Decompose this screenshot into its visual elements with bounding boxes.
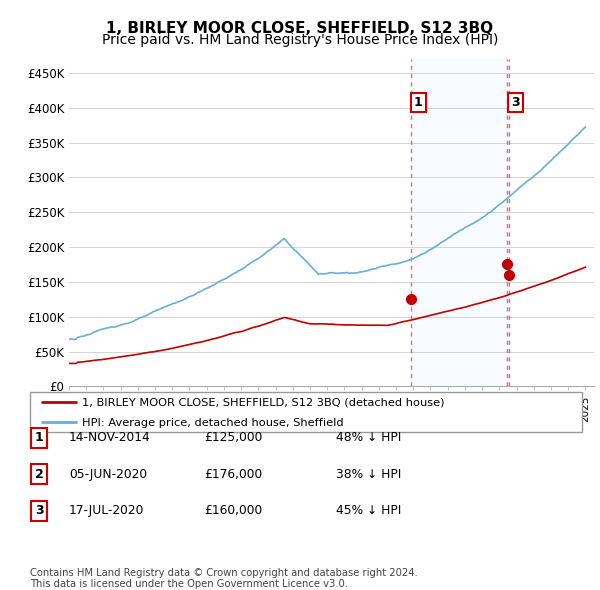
Text: £176,000: £176,000 (204, 468, 262, 481)
Text: 2: 2 (35, 468, 43, 481)
Text: 14-NOV-2014: 14-NOV-2014 (69, 431, 151, 444)
Text: 17-JUL-2020: 17-JUL-2020 (69, 504, 145, 517)
Text: 1, BIRLEY MOOR CLOSE, SHEFFIELD, S12 3BQ (detached house): 1, BIRLEY MOOR CLOSE, SHEFFIELD, S12 3BQ… (82, 398, 445, 408)
Text: 1: 1 (35, 431, 43, 444)
Text: 45% ↓ HPI: 45% ↓ HPI (336, 504, 401, 517)
Text: Contains HM Land Registry data © Crown copyright and database right 2024.
This d: Contains HM Land Registry data © Crown c… (30, 568, 418, 589)
FancyBboxPatch shape (30, 392, 582, 432)
Text: 1, BIRLEY MOOR CLOSE, SHEFFIELD, S12 3BQ: 1, BIRLEY MOOR CLOSE, SHEFFIELD, S12 3BQ (106, 21, 494, 36)
Text: £125,000: £125,000 (204, 431, 262, 444)
Text: Price paid vs. HM Land Registry's House Price Index (HPI): Price paid vs. HM Land Registry's House … (102, 33, 498, 47)
Text: 3: 3 (511, 96, 520, 109)
Bar (411, 59, 509, 386)
Text: 1: 1 (414, 96, 422, 109)
Text: £160,000: £160,000 (204, 504, 262, 517)
Text: 3: 3 (35, 504, 43, 517)
Text: HPI: Average price, detached house, Sheffield: HPI: Average price, detached house, Shef… (82, 418, 344, 428)
Text: 38% ↓ HPI: 38% ↓ HPI (336, 468, 401, 481)
Text: 48% ↓ HPI: 48% ↓ HPI (336, 431, 401, 444)
Text: 05-JUN-2020: 05-JUN-2020 (69, 468, 147, 481)
